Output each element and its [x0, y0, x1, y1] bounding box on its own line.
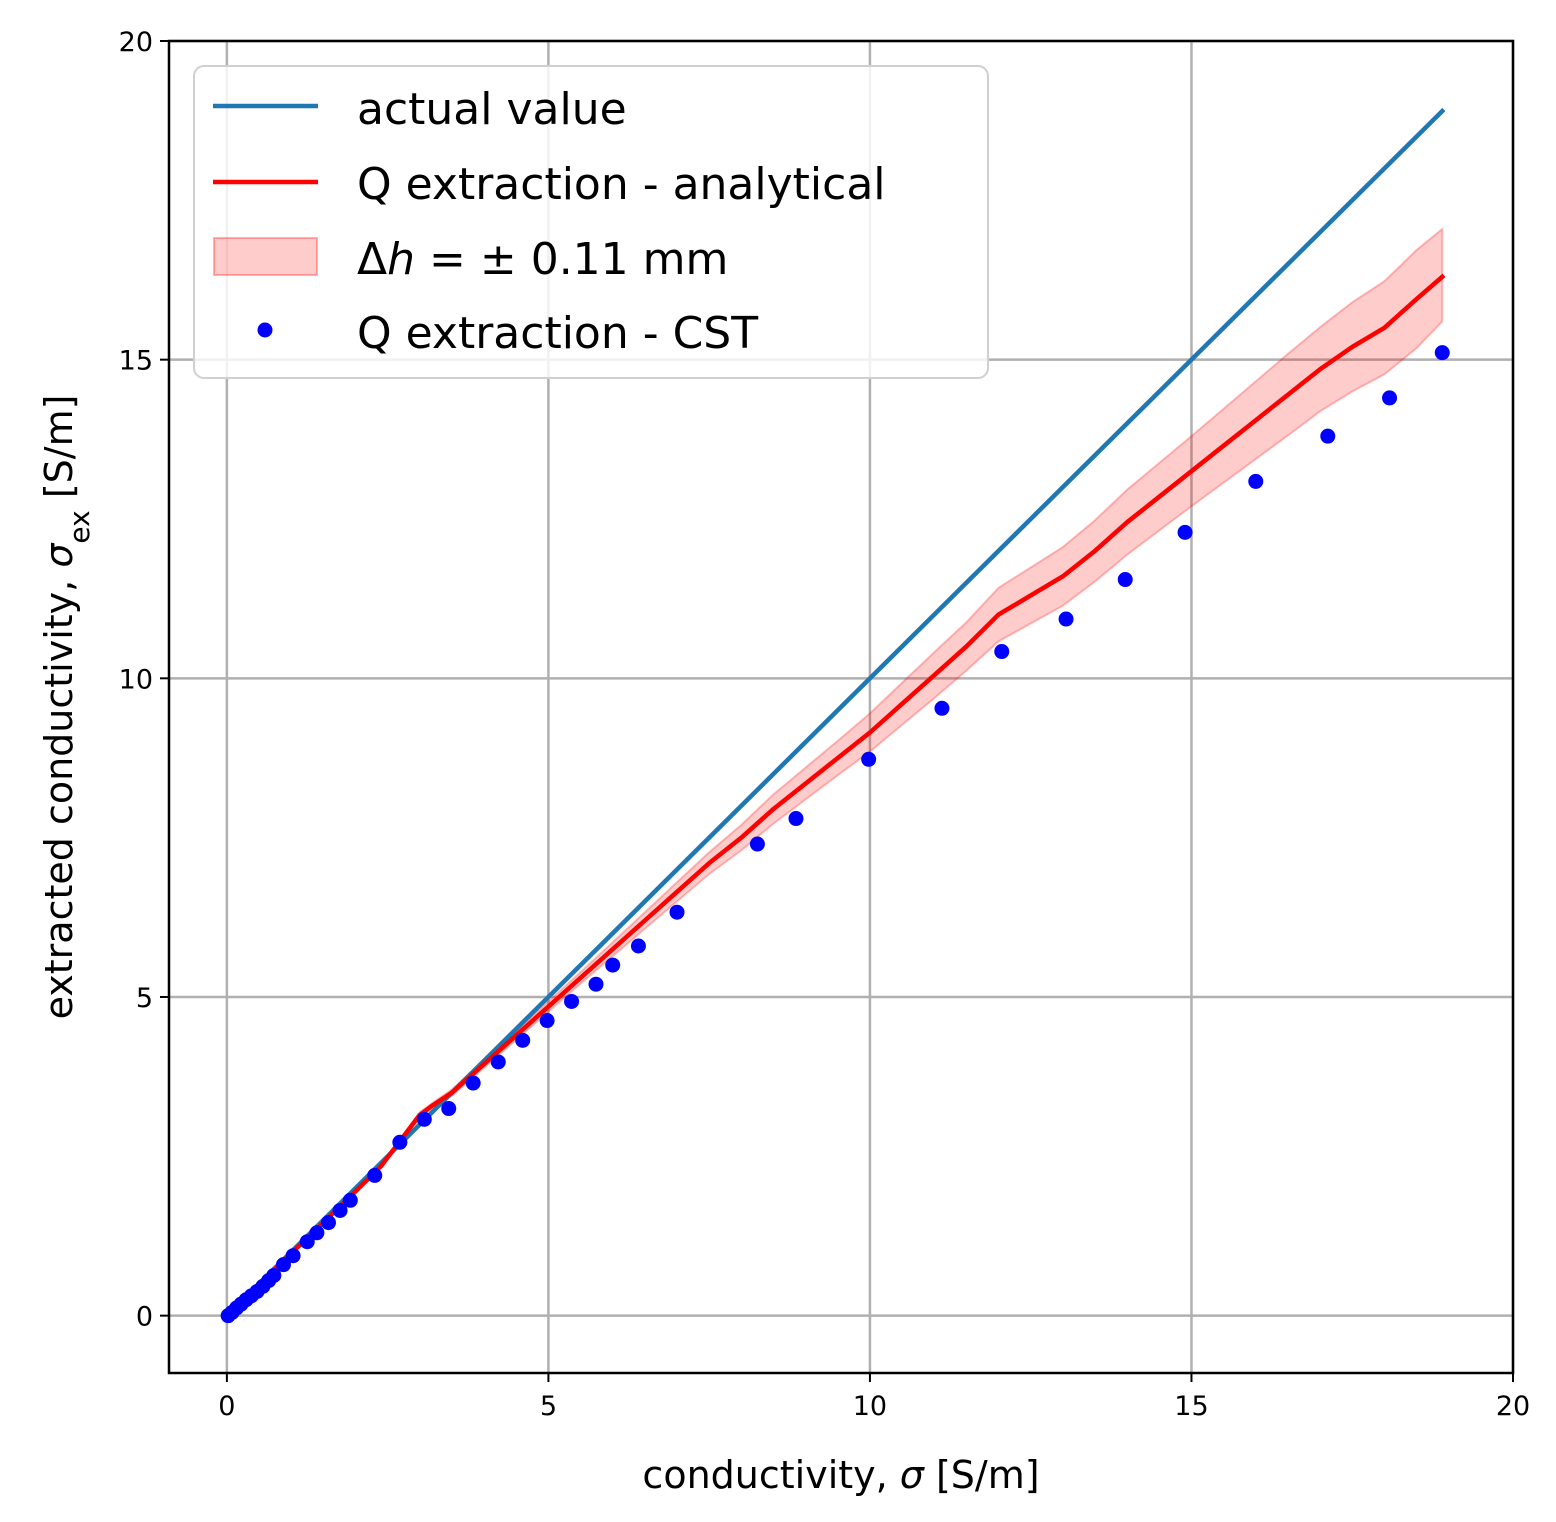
points-layer [220, 345, 1450, 1324]
legend-band-h: h [387, 234, 415, 285]
cst-point [309, 1225, 325, 1241]
x-axis-title: conductivity, σ [S/m] [642, 1453, 1039, 1497]
cst-point [994, 644, 1010, 660]
cst-point [934, 700, 950, 716]
cst-point [588, 976, 604, 992]
cst-point [564, 993, 580, 1009]
cst-point [1248, 473, 1264, 489]
cst-point [749, 836, 765, 852]
x-tick-label: 0 [218, 1391, 235, 1422]
cst-point [441, 1101, 457, 1117]
cst-point [416, 1111, 432, 1127]
cst-point [367, 1167, 383, 1183]
legend: actual value Q extraction - analytical Δ… [193, 65, 989, 379]
x-title-suffix: [S/m] [924, 1453, 1040, 1497]
cst-point [515, 1032, 531, 1048]
cst-point [490, 1054, 506, 1070]
x-tick-label: 15 [1174, 1391, 1208, 1422]
legend-swatch-band [213, 237, 318, 276]
legend-band-rest: = ± 0.11 mm [415, 234, 728, 285]
y-tick-label: 20 [119, 27, 153, 58]
cst-point [465, 1075, 481, 1091]
cst-point [1320, 428, 1336, 444]
cst-point [275, 1257, 291, 1273]
x-title-prefix: conductivity, [642, 1453, 899, 1497]
cst-point [788, 811, 804, 827]
y-title-symbol: σ [37, 542, 81, 568]
cst-point [320, 1215, 336, 1231]
y-title-suffix: [S/m] [37, 395, 81, 511]
cst-point [1117, 572, 1133, 588]
analytical-line [223, 273, 1446, 1319]
y-title-prefix: extracted conductivity, [37, 568, 81, 1020]
x-tick-label: 20 [1496, 1391, 1530, 1422]
cst-point [1382, 390, 1398, 406]
y-tick-label: 0 [136, 1302, 153, 1333]
y-tick-label: 10 [119, 664, 153, 695]
cst-point [285, 1248, 301, 1264]
cst-point [342, 1192, 358, 1208]
cst-point [266, 1267, 282, 1283]
ticks: 0 5 10 15 20 0 5 10 15 20 [119, 27, 1531, 1422]
x-tick-label: 10 [853, 1391, 887, 1422]
legend-swatch-cst [257, 322, 273, 338]
cst-point [299, 1234, 315, 1250]
cst-point [1434, 345, 1450, 361]
cst-point [605, 957, 621, 973]
cst-point [630, 938, 646, 954]
legend-label-cst: Q extraction - CST [357, 308, 758, 359]
x-title-symbol: σ [900, 1453, 926, 1497]
cst-point [669, 904, 685, 920]
legend-label-analytical: Q extraction - analytical [357, 159, 886, 210]
cst-point [392, 1134, 408, 1150]
y-tick-label: 5 [136, 983, 153, 1014]
cst-point [539, 1013, 555, 1029]
plot-frame [167, 39, 1515, 1375]
y-title-subscript: ex [63, 510, 96, 543]
cst-point [1058, 611, 1074, 627]
y-axis-title: extracted conductivity, σex [S/m] [37, 395, 96, 1020]
legend-label-band: Δh = ± 0.11 mm [357, 234, 728, 285]
legend-band-delta: Δ [357, 234, 387, 285]
cst-point [1177, 524, 1193, 540]
legend-label-actual: actual value [357, 84, 627, 135]
x-tick-label: 5 [540, 1391, 557, 1422]
cst-point [861, 751, 877, 767]
legend-box [193, 65, 989, 379]
cst-point [332, 1202, 348, 1218]
y-tick-label: 15 [119, 346, 153, 377]
